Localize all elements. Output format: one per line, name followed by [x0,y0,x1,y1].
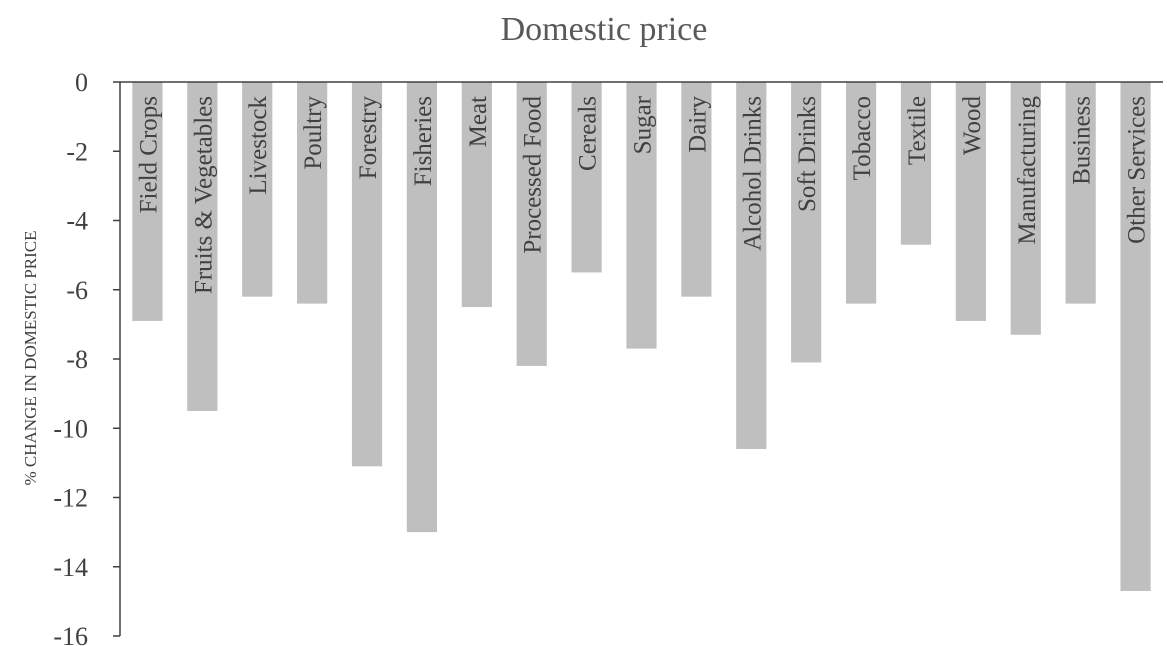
y-tick-label-3: -6 [66,276,88,305]
category-label-8: Cereals [575,96,602,171]
bar-7 [516,82,547,366]
chart-title: Domestic price [501,11,708,48]
bar-5 [406,82,438,533]
bar-1 [187,82,218,411]
bar-16 [1010,82,1041,335]
bar-17 [1065,82,1096,304]
category-label-18: Other Services [1124,96,1151,244]
category-label-17: Business [1069,96,1096,185]
y-tick-label-0: 0 [75,68,88,97]
bar-2 [242,82,273,297]
category-label-4: Forestry [355,96,382,180]
bar-13 [845,82,877,304]
y-tick-label-7: -14 [53,553,88,582]
category-label-0: Field Crops [135,96,162,213]
y-tick-label-1: -2 [66,137,88,166]
bar-9 [626,82,657,349]
y-axis-label: % CHANGE IN DOMESTIC PRICE [21,231,40,486]
bar-12 [791,82,822,363]
bar-4 [351,82,383,467]
category-label-9: Sugar [630,95,657,154]
category-label-11: Alcohol Drinks [739,96,766,251]
y-ticks-group: 0 -2 -4 -6 -8 -10 -12 -14 -16 [53,68,120,646]
y-tick-label-6: -12 [53,484,88,513]
y-tick-label-4: -8 [66,345,88,374]
category-labels-group: Field Crops Fruits & Vegetables Livestock P… [135,95,1150,294]
category-label-15: Wood [959,96,986,156]
y-tick-label-8: -16 [53,622,88,646]
category-label-6: Meat [465,96,492,147]
bar-10 [681,82,712,297]
category-label-5: Fisheries [410,96,437,186]
category-label-7: Processed Food [520,96,547,254]
bar-15 [955,82,986,321]
category-label-3: Poultry [300,96,327,170]
y-tick-label-5: -10 [53,414,88,443]
bar-6 [461,82,492,308]
bar-3 [297,82,328,304]
category-label-2: Livestock [245,96,272,195]
bar-8 [571,82,602,273]
bar-11 [736,82,767,450]
bar-0 [132,82,163,321]
category-label-12: Soft Drinks [794,96,821,212]
bar-14 [900,82,932,245]
category-label-10: Dairy [684,96,711,153]
bars-group [132,82,1151,591]
y-tick-label-2: -4 [66,207,88,236]
category-label-1: Fruits & Vegetables [190,96,217,294]
category-label-14: Textile [904,96,931,165]
bar-18 [1120,82,1151,591]
category-label-16: Manufacturing [1014,96,1041,245]
category-label-13: Tobacco [849,96,876,180]
